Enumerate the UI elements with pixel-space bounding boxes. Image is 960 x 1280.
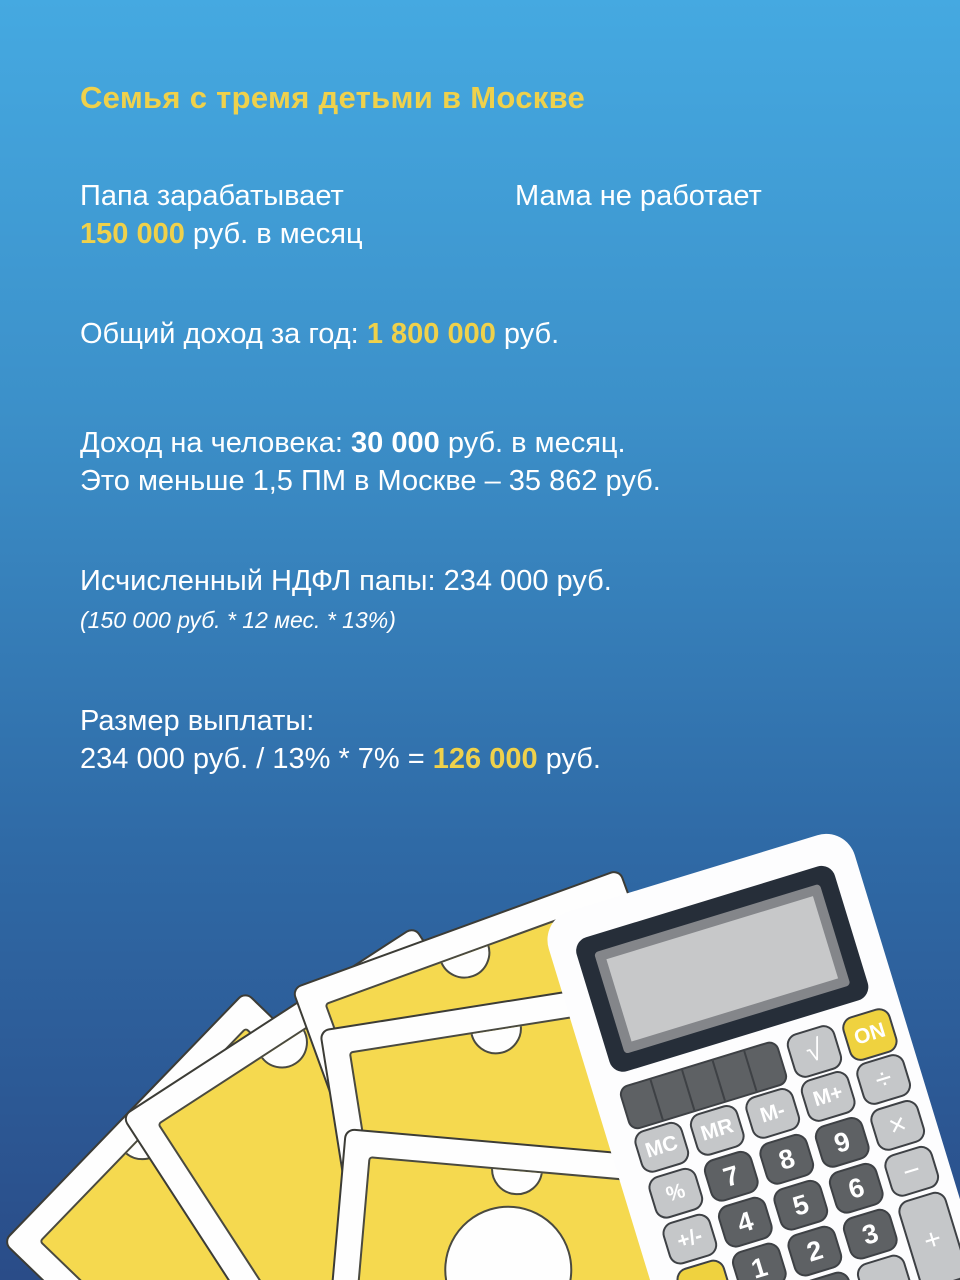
payout-text: Размер выплаты: 234 000 руб. / 13% * 7% …: [80, 702, 601, 778]
payout-line1: Размер выплаты:: [80, 705, 315, 737]
banknote-notch-icon: [466, 1004, 526, 1059]
dad-income-rest: руб. в месяц: [192, 218, 363, 250]
dad-income-line1: Папа зарабатывает: [80, 180, 344, 212]
calculator-screen: [606, 896, 839, 1042]
payout-amount: 126 000: [432, 743, 538, 775]
ndfl-line1: Исчисленный НДФЛ папы: 234 000 руб.: [80, 565, 612, 597]
mom-status-text: Мама не работает: [515, 180, 762, 212]
per-person-suffix: руб. в месяц.: [447, 427, 626, 459]
total-income-text: Общий доход за год: 1 800 000 руб.: [80, 315, 559, 353]
total-income-label: Общий доход за год:: [80, 318, 359, 350]
banknote-notch-icon: [488, 1156, 546, 1198]
page-title: Семья с тремя детьми в Москве: [80, 80, 586, 115]
dad-income-amount: 150 000: [80, 218, 185, 250]
banknote-notch-icon: [242, 1274, 315, 1280]
banknote-notch-icon: [431, 919, 498, 986]
banknote-circle: [438, 1200, 578, 1280]
payout-formula: 234 000 руб. / 13% * 7% =: [80, 743, 425, 775]
ndfl-text: Исчисленный НДФЛ папы: 234 000 руб. (150…: [80, 562, 612, 638]
total-income-suffix: руб.: [503, 318, 560, 350]
per-person-line2: Это меньше 1,5 ПМ в Москве – 35 862 руб.: [80, 465, 661, 497]
per-person-text: Доход на человека: 30 000 руб. в месяц. …: [80, 424, 661, 500]
payout-suffix: руб.: [545, 743, 601, 775]
banknote-face: [327, 1156, 666, 1280]
per-person-prefix: Доход на человека:: [80, 427, 343, 459]
ndfl-formula: (150 000 руб. * 12 мес. * 13%): [80, 607, 396, 633]
total-income-amount: 1 800 000: [366, 318, 496, 350]
per-person-amount: 30 000: [351, 427, 440, 459]
dad-income-text: Папа зарабатывает 150 000 руб. в месяц: [80, 177, 363, 253]
